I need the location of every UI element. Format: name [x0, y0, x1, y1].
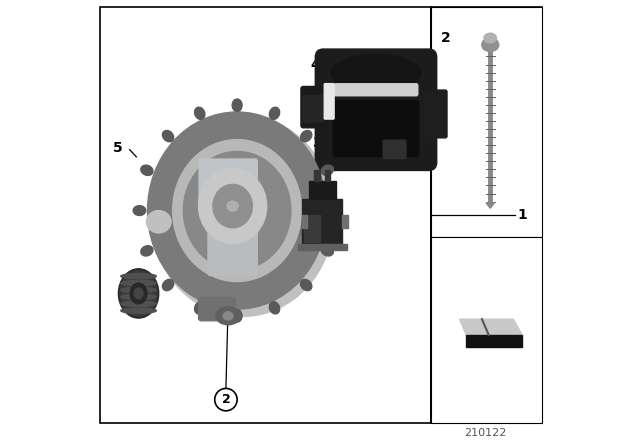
Ellipse shape	[163, 280, 173, 291]
Polygon shape	[460, 319, 522, 335]
Ellipse shape	[213, 185, 252, 228]
Ellipse shape	[121, 287, 156, 293]
Ellipse shape	[216, 307, 241, 325]
Polygon shape	[486, 203, 494, 208]
Ellipse shape	[184, 151, 291, 270]
Bar	[309, 181, 336, 199]
Ellipse shape	[484, 33, 497, 43]
Bar	[342, 215, 348, 228]
Ellipse shape	[147, 112, 327, 309]
Ellipse shape	[173, 140, 301, 281]
FancyBboxPatch shape	[324, 84, 334, 119]
Ellipse shape	[121, 273, 156, 279]
Ellipse shape	[269, 302, 280, 314]
Ellipse shape	[321, 165, 333, 176]
FancyBboxPatch shape	[316, 49, 436, 171]
Bar	[325, 170, 330, 181]
Text: 1: 1	[517, 208, 527, 222]
Ellipse shape	[269, 107, 280, 119]
FancyBboxPatch shape	[208, 231, 257, 276]
Bar	[100, 7, 431, 423]
Ellipse shape	[321, 246, 333, 256]
Text: 5: 5	[113, 141, 123, 155]
Ellipse shape	[121, 280, 156, 286]
Ellipse shape	[133, 206, 146, 215]
Ellipse shape	[223, 312, 233, 320]
Ellipse shape	[332, 55, 420, 91]
Text: 3: 3	[312, 136, 322, 150]
FancyBboxPatch shape	[334, 84, 418, 96]
FancyBboxPatch shape	[301, 86, 327, 128]
FancyBboxPatch shape	[333, 101, 419, 157]
Bar	[431, 7, 541, 237]
Ellipse shape	[175, 125, 322, 283]
Ellipse shape	[232, 310, 242, 322]
Ellipse shape	[118, 269, 159, 318]
Ellipse shape	[482, 38, 499, 52]
Bar	[305, 215, 321, 242]
FancyBboxPatch shape	[279, 215, 307, 236]
Ellipse shape	[121, 301, 156, 306]
FancyBboxPatch shape	[383, 140, 406, 159]
Ellipse shape	[195, 107, 205, 119]
Ellipse shape	[151, 116, 334, 316]
Ellipse shape	[120, 271, 157, 316]
Bar	[314, 170, 319, 181]
Text: 210122: 210122	[465, 428, 507, 438]
FancyBboxPatch shape	[198, 297, 236, 321]
Ellipse shape	[232, 99, 242, 112]
Ellipse shape	[130, 283, 147, 304]
FancyBboxPatch shape	[303, 95, 323, 122]
Ellipse shape	[121, 294, 156, 300]
Bar	[431, 237, 541, 423]
Ellipse shape	[227, 201, 238, 211]
Ellipse shape	[195, 302, 205, 314]
Text: 2: 2	[441, 31, 451, 45]
Ellipse shape	[198, 168, 267, 244]
Polygon shape	[467, 335, 522, 348]
Ellipse shape	[141, 246, 153, 256]
Ellipse shape	[328, 206, 341, 215]
Ellipse shape	[301, 280, 312, 291]
FancyBboxPatch shape	[424, 90, 447, 138]
Ellipse shape	[121, 308, 156, 314]
Bar	[302, 215, 307, 228]
Bar	[302, 199, 342, 244]
Bar	[431, 7, 541, 423]
Text: 4: 4	[310, 58, 321, 72]
Text: 2: 2	[221, 393, 230, 406]
Ellipse shape	[147, 211, 171, 233]
Ellipse shape	[141, 165, 153, 176]
Ellipse shape	[134, 288, 143, 299]
Ellipse shape	[163, 130, 173, 142]
Ellipse shape	[301, 130, 312, 142]
FancyBboxPatch shape	[199, 159, 257, 208]
Bar	[298, 244, 347, 250]
